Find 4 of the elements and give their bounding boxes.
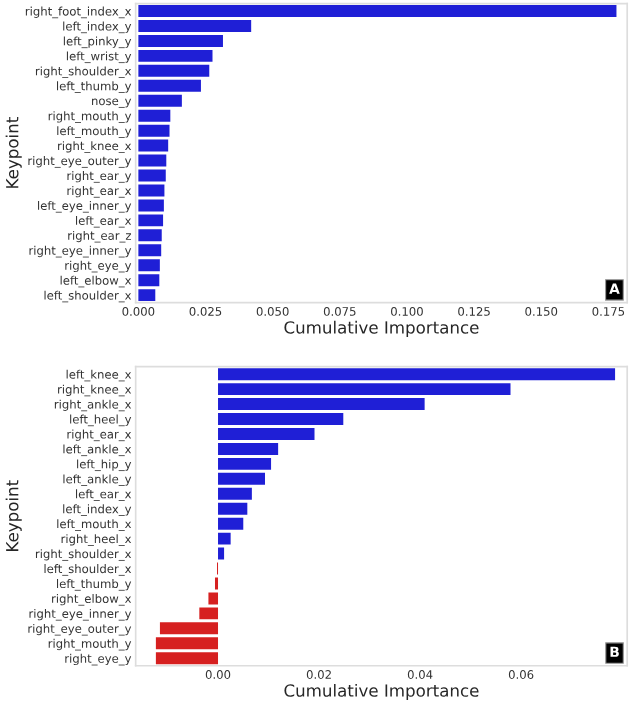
y-axis-title: Keypoint — [5, 117, 22, 188]
y-axis-title: Keypoint — [5, 480, 22, 551]
x-axis-title: Cumulative Importance — [284, 320, 479, 337]
x-axis-title: Cumulative Importance — [284, 683, 479, 701]
